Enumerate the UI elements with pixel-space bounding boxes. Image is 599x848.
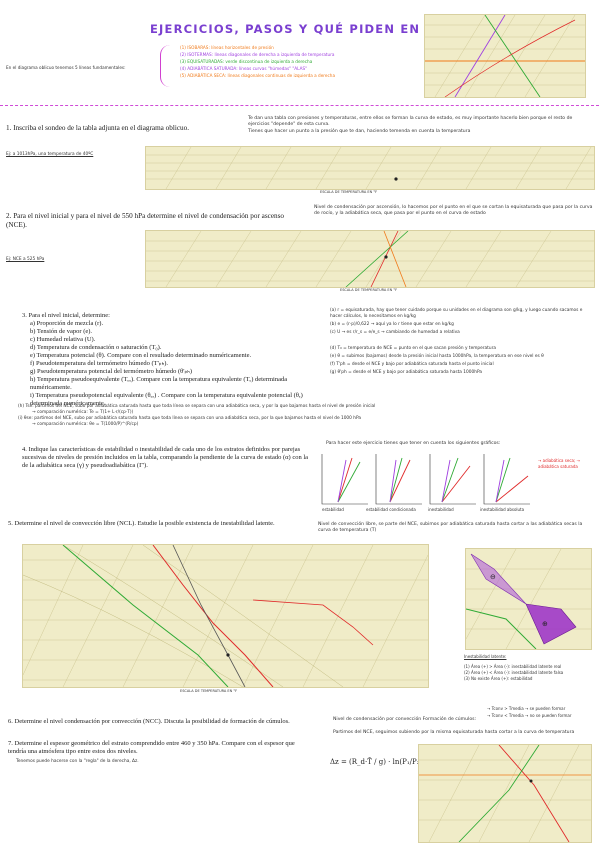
stability-key: → adiabática seca; → adiabática saturada — [538, 458, 580, 469]
skewt-thumbnail — [424, 14, 586, 98]
q6-note-1: Nivel de condensación por convección For… — [333, 717, 477, 722]
stability-label-4: inestabilidad absoluta — [480, 507, 525, 512]
question-4: 4. Indique las características de estabi… — [22, 446, 309, 469]
stability-label-2: estabilidad condicionada — [366, 507, 416, 512]
skewt-diagram-1 — [145, 146, 595, 190]
question-1: 1. Inscriba el sondeo de la tabla adjunt… — [6, 124, 190, 132]
list-item: i) Temperatura pseudopotencial equivalen… — [30, 392, 303, 407]
skewt-diagram-2 — [145, 230, 595, 288]
legend-brace — [160, 45, 175, 87]
q3-items: a) Proporción de mezcla (r). b) Tensión … — [22, 320, 317, 408]
list-item: (d) T₀ = temperatura de NCE = punto en e… — [330, 346, 496, 351]
list-item: a) Proporción de mezcla (r). — [30, 320, 104, 327]
legend-equisaturadas: (3) EQUISATURADAS: verde discontinua de … — [180, 59, 313, 64]
list-item: f) Pseudotemperatura del termómetro húme… — [30, 360, 168, 367]
stability-label-1: estabilidad — [322, 507, 344, 512]
stability-label-3: inestabilidad — [428, 507, 454, 512]
list-item: h) Temperatura pseudoequivalente (Tₑₓ). … — [30, 376, 288, 391]
list-item: b) Tensión de vapor (e). — [30, 328, 93, 335]
q1-example: Ej: a 1013hPa, una temperatura de 40ºC — [6, 152, 94, 157]
skewt-diagram-7 — [418, 744, 592, 843]
latent-instability-notes: Inestabilidad latente: (1) Área (+) > Ár… — [464, 654, 596, 682]
legend-isotermas: (2) ISOTERMAS: líneas diagonales de dere… — [180, 52, 335, 57]
list-item: c) Humedad relativa (U). — [30, 336, 96, 343]
q7-formula: Δz = (R_d·T̄ / g) · ln(P₁/P₂) — [330, 758, 423, 766]
latent-instability-diagram: ⊖ ⊕ — [465, 548, 592, 650]
svg-text:⊕: ⊕ — [542, 620, 548, 628]
page-title: EJERCICIOS, PASOS Y QUÉ PIDEN EN EL SOND… — [150, 22, 511, 36]
list-item: (a) r = equisaturada, hay que tener cuid… — [330, 308, 583, 319]
list-item: (1) Área (+) > Área (-): inestabilidad l… — [464, 664, 562, 669]
question-3: 3. Para el nivel inicial, determine: a) … — [22, 312, 317, 408]
q6-tip-1: → Tconv > Tmedia → se pueden formar — [487, 706, 566, 711]
q3-h-note: (h) Tse: partimos del NCE, subo por adia… — [18, 404, 376, 427]
question-5: 5. Determine el nivel de convección libr… — [8, 520, 275, 527]
q2-example: Ej: NCE a 525 hPa — [6, 257, 45, 262]
list-item: d) Temperatura de condensación o saturac… — [30, 344, 162, 351]
list-item: (e) θ = subimos (bajamos) desde la presi… — [330, 354, 544, 359]
list-item: (g) θ'ph = desde el NCE y bajo por adiab… — [330, 370, 482, 375]
q3-lead: 3. Para el nivel inicial, determine: — [22, 312, 110, 319]
skewt-diagram-5 — [22, 544, 429, 688]
q6-tip-2: → Tconv < Tmedia → no se pueden formar — [487, 713, 572, 718]
question-6: 6. Determine el nivel condensación por c… — [8, 718, 290, 725]
q7-note: Tenemos puede hacerse con la "regla" de … — [16, 759, 139, 764]
legend-adiabatica-saturada: (4) ADIABÁTICA SATURADA: líneas curvas "… — [180, 66, 308, 71]
axis-label-5: ESCALA DE TEMPERATURA EN °F — [180, 689, 238, 693]
list-item: e) Temperatura potencial (θ). Compare co… — [30, 352, 252, 359]
list-item: g) Pseudotemperatura potencial del termó… — [30, 368, 193, 375]
list-item: (f) T'ph = desde el NCE y bajo por adiab… — [330, 362, 494, 367]
list-item: (3) No existe Área (+): estabilidad — [464, 676, 533, 681]
axis-label-1: ESCALA DE TEMPERATURA EN °F — [320, 190, 378, 194]
list-item: (c) U → es r/r_s = e/e_s → cambiando de … — [330, 330, 460, 335]
q1-note: Te dan una tabla con presiones y tempera… — [248, 116, 573, 134]
legend-adiabatica-seca: (5) ADIABÁTICA SECA: líneas diagonales c… — [180, 73, 336, 78]
q6-note-2: Partimos del NCE, seguimos subiendo por … — [333, 730, 575, 735]
legend-intro: En el diagrama oblicuo tenemos 5 líneas … — [6, 65, 126, 70]
legend-list: (1) ISOBARAS: líneas horizontales de pre… — [180, 44, 335, 79]
section-divider — [0, 105, 599, 106]
q4-note: Para hacer este ejercicio tienes que ten… — [326, 441, 501, 446]
question-2: 2. Para el nivel inicial y para el nivel… — [6, 212, 285, 229]
list-item: (2) Área (+) < Área (-): inestabilidad l… — [464, 670, 564, 675]
stability-sketches — [318, 452, 588, 522]
svg-text:⊖: ⊖ — [490, 573, 496, 581]
question-7: 7. Determine el espesor geométrico del e… — [8, 740, 295, 755]
q3-notes-right: (a) r = equisaturada, hay que tener cuid… — [330, 308, 595, 376]
q2-note: Nivel de condensación por ascensión, lo … — [314, 205, 593, 217]
list-item: (b) e = (r·p)/0,622 → aquí ya lo r tiene… — [330, 322, 454, 327]
q5-note: Nivel de convección libre, se parte del … — [318, 522, 583, 534]
axis-label-2: ESCALA DE TEMPERATURA EN °F — [340, 288, 398, 292]
legend-isobaras: (1) ISOBARAS: líneas horizontales de pre… — [180, 45, 274, 50]
